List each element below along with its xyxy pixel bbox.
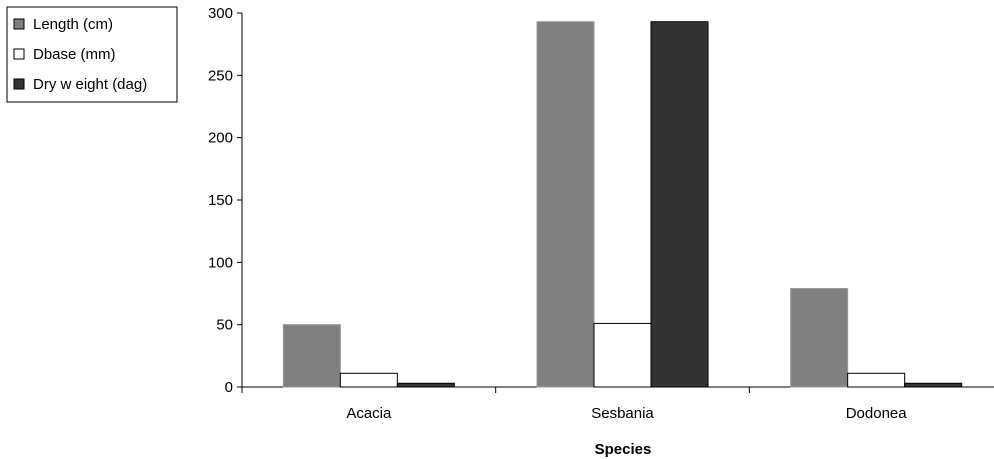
plot-area: 0 50 100 150 200 250 300 Acacia Sesbania Dodonea (208, 5, 994, 422)
x-tick-label: Acacia (346, 405, 392, 422)
bar (536, 21, 595, 388)
y-tick-label: 300 (208, 5, 233, 22)
y-tick-label: 0 (225, 379, 233, 396)
bar (593, 322, 652, 388)
y-tick-label: 50 (216, 317, 233, 334)
bar (847, 372, 906, 388)
legend-label: Dry w eight (dag) (33, 76, 147, 93)
legend-swatch (13, 78, 25, 90)
bar (904, 382, 963, 388)
x-axis-title: Species (595, 441, 652, 458)
x-tick-label: Sesbania (591, 405, 654, 422)
y-tick-label: 100 (208, 254, 233, 271)
x-tick-label: Dodonea (846, 405, 908, 422)
legend-frame (6, 6, 178, 103)
legend-swatch (13, 18, 25, 30)
legend-label: Length (cm) (33, 16, 113, 33)
bar (650, 21, 709, 388)
legend: Length (cm) Dbase (mm) Dry w eight (dag) (6, 6, 178, 103)
y-tick-label: 150 (208, 192, 233, 209)
legend-swatch (13, 48, 25, 60)
legend-label: Dbase (mm) (33, 46, 116, 63)
bar (396, 382, 455, 388)
y-tick-label: 250 (208, 67, 233, 84)
bar (282, 324, 341, 388)
bar (339, 372, 398, 388)
bar (790, 288, 849, 388)
y-tick-label: 200 (208, 130, 233, 147)
